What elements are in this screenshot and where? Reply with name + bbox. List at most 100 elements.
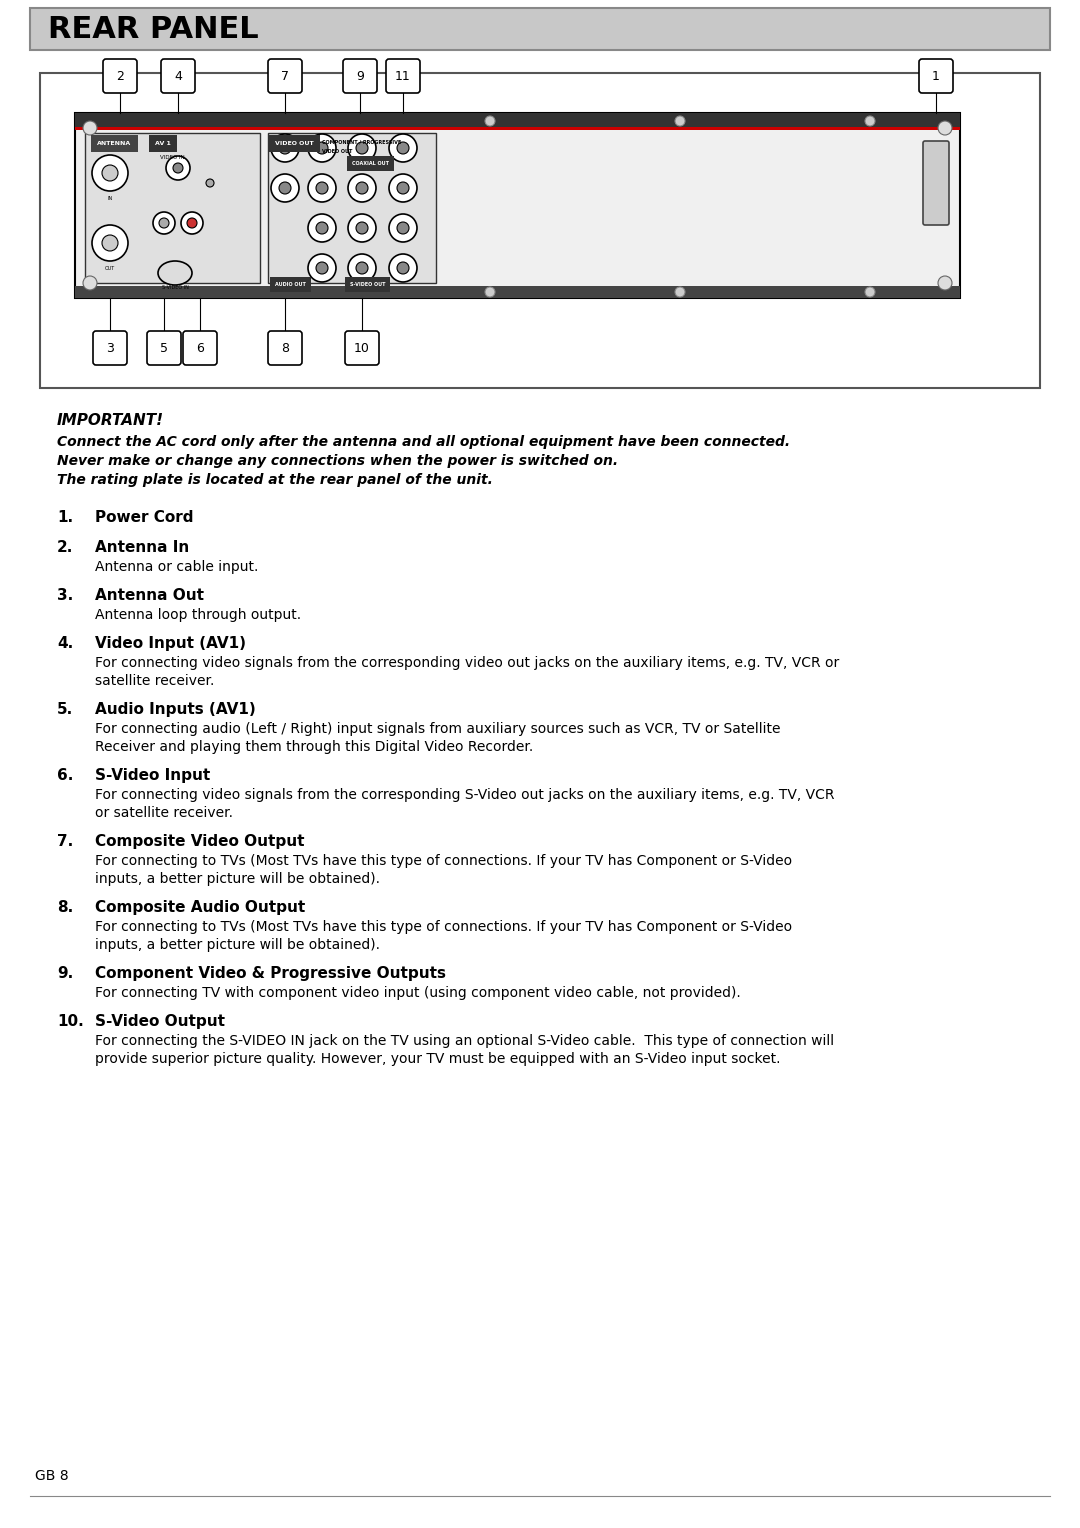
Circle shape	[92, 154, 129, 191]
Circle shape	[308, 214, 336, 241]
FancyBboxPatch shape	[147, 332, 181, 365]
Circle shape	[348, 134, 376, 162]
FancyBboxPatch shape	[93, 332, 127, 365]
Circle shape	[316, 182, 328, 194]
Text: Antenna loop through output.: Antenna loop through output.	[95, 608, 301, 622]
Text: S-Video Input: S-Video Input	[95, 769, 211, 782]
Circle shape	[389, 134, 417, 162]
Circle shape	[939, 277, 951, 290]
Text: 4: 4	[174, 69, 181, 83]
Text: ANTENNA: ANTENNA	[97, 141, 132, 147]
Circle shape	[308, 254, 336, 283]
FancyBboxPatch shape	[75, 113, 960, 127]
FancyBboxPatch shape	[386, 60, 420, 93]
Circle shape	[102, 235, 118, 251]
Circle shape	[389, 214, 417, 241]
Circle shape	[159, 219, 168, 228]
Text: Receiver and playing them through this Digital Video Recorder.: Receiver and playing them through this D…	[95, 740, 534, 753]
Ellipse shape	[158, 261, 192, 286]
Circle shape	[389, 174, 417, 202]
FancyBboxPatch shape	[919, 60, 953, 93]
Circle shape	[356, 261, 368, 274]
Circle shape	[389, 254, 417, 283]
Circle shape	[348, 254, 376, 283]
FancyBboxPatch shape	[268, 60, 302, 93]
Text: 4.: 4.	[57, 636, 73, 651]
FancyBboxPatch shape	[30, 8, 1050, 50]
Text: 9.: 9.	[57, 966, 73, 981]
Text: 6.: 6.	[57, 769, 73, 782]
Circle shape	[348, 214, 376, 241]
Text: satellite receiver.: satellite receiver.	[95, 674, 214, 688]
Text: Power Cord: Power Cord	[95, 510, 193, 526]
Text: Antenna Out: Antenna Out	[95, 588, 204, 604]
Circle shape	[397, 182, 409, 194]
FancyBboxPatch shape	[103, 60, 137, 93]
Text: provide superior picture quality. However, your TV must be equipped with an S-Vi: provide superior picture quality. Howeve…	[95, 1051, 781, 1067]
FancyBboxPatch shape	[40, 73, 1040, 388]
Text: 10: 10	[354, 341, 370, 354]
Circle shape	[271, 174, 299, 202]
Circle shape	[316, 222, 328, 234]
Text: Antenna In: Antenna In	[95, 539, 189, 555]
Text: For connecting to TVs (Most TVs have this type of connections. If your TV has Co: For connecting to TVs (Most TVs have thi…	[95, 920, 792, 934]
Circle shape	[675, 287, 685, 296]
Text: GB 8: GB 8	[35, 1468, 69, 1484]
Text: 11: 11	[395, 69, 410, 83]
Text: 1.: 1.	[57, 510, 73, 526]
Circle shape	[83, 121, 97, 134]
Circle shape	[181, 212, 203, 234]
Circle shape	[308, 134, 336, 162]
FancyBboxPatch shape	[923, 141, 949, 225]
Text: Antenna or cable input.: Antenna or cable input.	[95, 559, 258, 575]
FancyBboxPatch shape	[268, 332, 302, 365]
Circle shape	[102, 165, 118, 180]
Circle shape	[279, 142, 291, 154]
Text: Never make or change any connections when the power is switched on.: Never make or change any connections whe…	[57, 454, 618, 468]
Text: OUT: OUT	[105, 266, 116, 270]
Circle shape	[206, 179, 214, 186]
Circle shape	[271, 134, 299, 162]
Text: 1: 1	[932, 69, 940, 83]
Text: inputs, a better picture will be obtained).: inputs, a better picture will be obtaine…	[95, 872, 380, 886]
Circle shape	[308, 174, 336, 202]
Circle shape	[356, 142, 368, 154]
Text: VIDEO IN: VIDEO IN	[160, 154, 185, 160]
Text: 7: 7	[281, 69, 289, 83]
Text: S-Video Output: S-Video Output	[95, 1015, 225, 1028]
Text: IMPORTANT!: IMPORTANT!	[57, 413, 164, 428]
Circle shape	[187, 219, 197, 228]
Text: 3.: 3.	[57, 588, 73, 604]
Text: Composite Audio Output: Composite Audio Output	[95, 900, 306, 915]
FancyBboxPatch shape	[75, 127, 960, 130]
Circle shape	[92, 225, 129, 261]
Text: REAR PANEL: REAR PANEL	[48, 14, 258, 43]
Text: Audio Inputs (AV1): Audio Inputs (AV1)	[95, 701, 256, 717]
Text: 10.: 10.	[57, 1015, 84, 1028]
FancyBboxPatch shape	[75, 113, 960, 298]
Text: VIDEO OUT: VIDEO OUT	[322, 150, 352, 154]
Text: COMPONENT / PROGRESSIVE: COMPONENT / PROGRESSIVE	[322, 139, 402, 144]
FancyBboxPatch shape	[345, 332, 379, 365]
Circle shape	[865, 287, 875, 296]
Circle shape	[397, 261, 409, 274]
Circle shape	[675, 116, 685, 125]
Text: 8.: 8.	[57, 900, 73, 915]
Text: For connecting TV with component video input (using component video cable, not p: For connecting TV with component video i…	[95, 986, 741, 999]
Text: Connect the AC cord only after the antenna and all optional equipment have been : Connect the AC cord only after the anten…	[57, 435, 791, 449]
Text: Composite Video Output: Composite Video Output	[95, 834, 305, 850]
Text: For connecting the S-VIDEO IN jack on the TV using an optional S-Video cable.  T: For connecting the S-VIDEO IN jack on th…	[95, 1034, 834, 1048]
Text: 6: 6	[197, 341, 204, 354]
Text: inputs, a better picture will be obtained).: inputs, a better picture will be obtaine…	[95, 938, 380, 952]
FancyBboxPatch shape	[75, 286, 960, 298]
Text: For connecting video signals from the corresponding video out jacks on the auxil: For connecting video signals from the co…	[95, 656, 839, 669]
Text: IN: IN	[107, 196, 112, 202]
Text: 8: 8	[281, 341, 289, 354]
FancyBboxPatch shape	[343, 60, 377, 93]
Circle shape	[356, 222, 368, 234]
Circle shape	[173, 163, 183, 173]
FancyBboxPatch shape	[85, 133, 260, 283]
Circle shape	[166, 156, 190, 180]
FancyBboxPatch shape	[161, 60, 195, 93]
Text: 2: 2	[116, 69, 124, 83]
